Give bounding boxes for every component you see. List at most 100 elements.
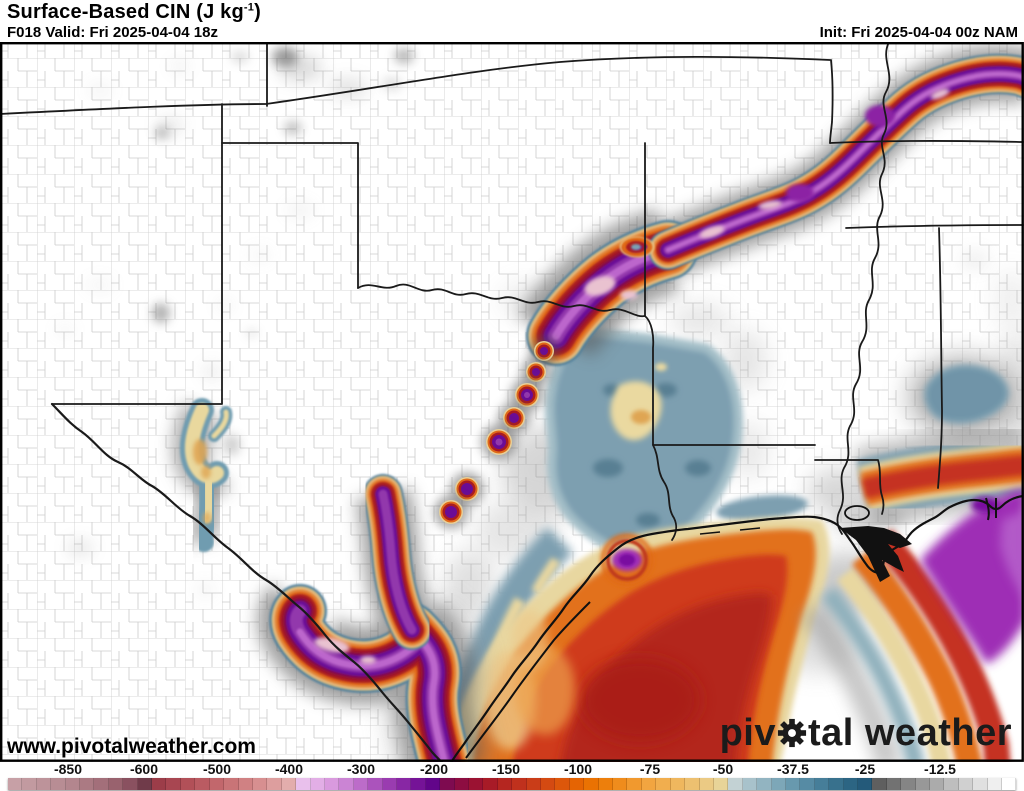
colorbar-tick: -12.5 (924, 761, 956, 777)
colorbar-swatch (123, 778, 138, 790)
colorbar-swatch (785, 778, 801, 790)
header: Surface-Based CIN (J kg-1) F018 Valid: F… (0, 0, 1024, 42)
colorbar-swatch (180, 778, 196, 790)
colorbar-swatch (368, 778, 383, 790)
colorbar-swatch (872, 778, 887, 790)
colorbar-swatch (296, 778, 311, 790)
colorbar-swatch (94, 778, 109, 790)
colorbar-swatch (641, 778, 657, 790)
colorbar-swatch (339, 778, 354, 790)
colorbar-swatch (238, 778, 253, 790)
colorbar-swatch (512, 778, 527, 790)
colorbar-tick: -75 (639, 761, 661, 777)
colorbar-swatch (382, 778, 397, 790)
logo-text-piv: piv (719, 712, 776, 754)
state-borders (0, 41, 1024, 770)
southeast-gulf-region (799, 423, 1024, 772)
colorbar-swatch (728, 778, 743, 790)
colorbar-swatch (857, 778, 873, 790)
colorbar-swatch (22, 778, 37, 790)
colorbar-swatch (541, 778, 556, 790)
colorbar-tick: -37.5 (777, 761, 809, 777)
logo-text-tal-weather: tal weather (807, 712, 1012, 754)
map-frame (0, 42, 1024, 762)
colorbar-swatch (829, 778, 844, 790)
map-area: www.pivotalweather.com piv tal weather (0, 41, 1024, 791)
colorbar-swatch (108, 778, 124, 790)
colorbar-tick: -100 (563, 761, 593, 777)
colorbar-swatch (843, 778, 858, 790)
colorbar-swatch (51, 778, 66, 790)
colorbar-swatch (353, 778, 369, 790)
colorbar-swatch (267, 778, 282, 790)
east-texas-blue-region (437, 327, 808, 767)
colorbar-swatch (209, 778, 225, 790)
gulf-orange-region (448, 517, 830, 768)
colorbar-swatch (742, 778, 758, 790)
colorbar-swatch (814, 778, 830, 790)
colorbar-swatch (137, 778, 153, 790)
watermark: www.pivotalweather.com (7, 735, 256, 758)
colorbar-swatch (713, 778, 729, 790)
init-time-label: Init: Fri 2025-04-04 00z NAM (819, 24, 1018, 41)
colorbar-tick: -25 (854, 761, 876, 777)
colorbar-swatch (483, 778, 498, 790)
colorbar-tick: -400 (274, 761, 304, 777)
color-scale: -850 -600 -500 -400 -300 -200 -150 -100 -75 -50 -3… (0, 761, 1024, 791)
colorbar-swatch (627, 778, 642, 790)
squall-line-band (257, 45, 1024, 791)
colorbar-swatch (987, 778, 1003, 790)
colorbar-tick: -50 (712, 761, 734, 777)
band-eye-feature (619, 236, 655, 258)
colorbar-tick: -500 (202, 761, 232, 777)
colorbar-swatch (901, 778, 916, 790)
colorbar-swatch (656, 778, 671, 790)
colorbar-swatch (469, 778, 484, 790)
colorbar-tick: -200 (419, 761, 449, 777)
colorbar-swatch (800, 778, 815, 790)
colorbar-swatch (584, 778, 599, 790)
colorbar-swatch (915, 778, 930, 790)
colorbar-swatch (886, 778, 902, 790)
colorbar-swatch (396, 778, 412, 790)
colorbar-swatch (555, 778, 570, 790)
convective-cell-dots (434, 336, 559, 529)
colorbar-swatch (195, 778, 210, 790)
colorbar-swatch (699, 778, 714, 790)
mississippi-delta (840, 526, 912, 582)
colorbar-swatch (613, 778, 628, 790)
colorbar-swatch (152, 778, 167, 790)
colorbar-swatch (771, 778, 786, 790)
colorbar-swatch (80, 778, 95, 790)
colorbar-swatch (281, 778, 297, 790)
colorbar-swatch (324, 778, 340, 790)
colorbar-swatch (598, 778, 614, 790)
colorbar-swatch (930, 778, 945, 790)
color-scale-ticks: -850 -600 -500 -400 -300 -200 -150 -100 -75 -50 -3… (0, 761, 1024, 778)
colorbar-swatch (958, 778, 974, 790)
colorbar-swatch (1002, 778, 1017, 790)
colorbar-swatch (526, 778, 542, 790)
colorbar-tick: -600 (129, 761, 159, 777)
cin-map (0, 41, 1024, 791)
colorbar-swatch (65, 778, 81, 790)
colorbar-swatch (8, 778, 23, 790)
pivotalweather-logo: piv tal weather (720, 709, 1012, 758)
colorbar-swatch (425, 778, 441, 790)
colorbar-swatch (36, 778, 52, 790)
colorbar-swatch (166, 778, 181, 790)
valid-time-label: F018 Valid: Fri 2025-04-04 18z (7, 24, 218, 41)
gear-icon (777, 715, 807, 758)
colorbar-tick: -850 (53, 761, 83, 777)
colorbar-swatch (973, 778, 988, 790)
colorbar-swatch (440, 778, 455, 790)
colorbar-swatch (944, 778, 959, 790)
colorbar-swatch (497, 778, 513, 790)
colorbar-tick: -150 (491, 761, 521, 777)
colorbar-swatch (757, 778, 772, 790)
gulf-coastline (447, 494, 1024, 769)
color-scale-bar (8, 778, 1017, 790)
west-texas-cin-band (172, 398, 233, 552)
colorbar-swatch (670, 778, 686, 790)
colorbar-swatch (411, 778, 426, 790)
